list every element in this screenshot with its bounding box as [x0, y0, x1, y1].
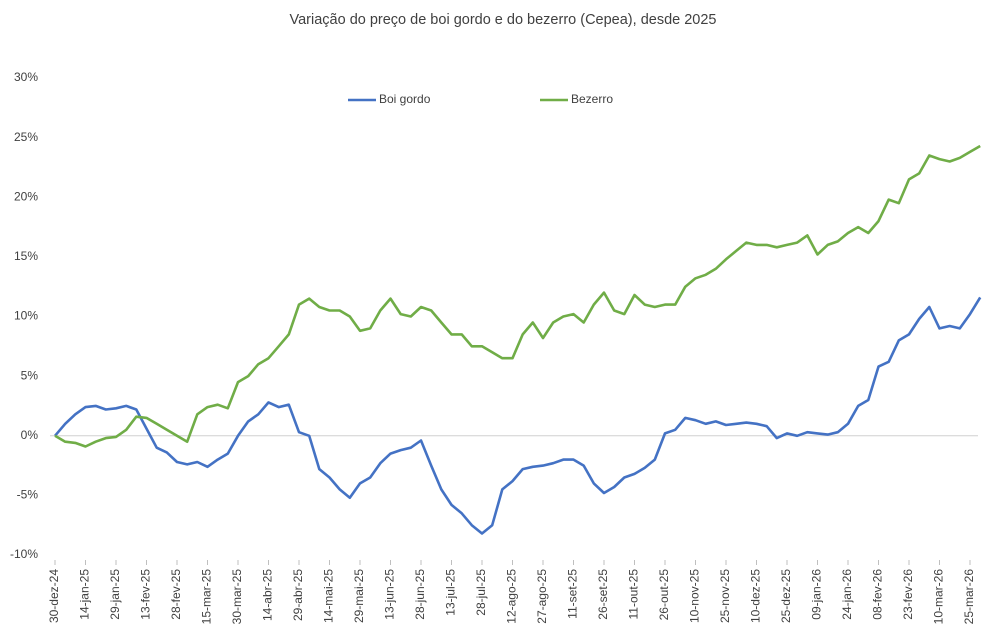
legend-label: Bezerro	[571, 92, 613, 106]
x-tick-label: 25-dez-25	[779, 569, 793, 623]
x-tick-label: 25-mar-26	[962, 569, 976, 625]
x-tick-label: 14-jan-25	[78, 569, 92, 620]
y-tick-label: 15%	[14, 249, 38, 263]
y-tick-label: -10%	[10, 547, 38, 561]
series-line	[54, 296, 982, 535]
x-tick-label: 10-dez-25	[749, 569, 763, 623]
x-tick-label: 15-mar-25	[200, 569, 214, 625]
x-tick-label: 11-set-25	[566, 569, 580, 619]
x-tick-label: 30-mar-25	[230, 569, 244, 625]
series-line	[54, 144, 981, 448]
y-tick-label: 5%	[21, 368, 39, 382]
x-tick-label: 08-fev-26	[871, 569, 885, 620]
x-tick-label: 28-fev-25	[169, 569, 183, 620]
x-tick-label: 11-out-25	[627, 569, 641, 620]
x-tick-label: 24-jan-26	[840, 569, 854, 620]
chart-title: Variação do preço de boi gordo e do beze…	[290, 12, 717, 28]
x-tick-label: 29-jan-25	[108, 569, 122, 620]
x-tick-label: 10-nov-25	[688, 569, 702, 623]
x-tick-label: 27-ago-25	[535, 569, 549, 624]
x-tick-label: 12-ago-25	[505, 569, 519, 624]
x-tick-label: 09-jan-26	[810, 569, 824, 620]
y-tick-label: 10%	[14, 309, 38, 323]
y-tick-label: 20%	[14, 189, 38, 203]
x-tick-label: 13-jul-25	[444, 569, 458, 616]
x-tick-label: 28-jun-25	[413, 569, 427, 620]
x-tick-label: 23-fev-26	[901, 569, 915, 620]
y-tick-label: -5%	[17, 488, 39, 502]
legend-label: Boi gordo	[379, 92, 431, 106]
x-tick-label: 10-mar-26	[932, 569, 946, 625]
x-tick-label: 13-fev-25	[139, 569, 153, 620]
y-tick-label: 30%	[14, 70, 38, 84]
x-tick-label: 13-jun-25	[383, 569, 397, 620]
x-tick-label: 14-mai-25	[322, 569, 336, 623]
y-tick-label: 25%	[14, 130, 38, 144]
x-tick-label: 28-jul-25	[474, 569, 488, 616]
x-tick-label: 14-abr-25	[261, 569, 275, 621]
y-tick-label: 0%	[21, 428, 39, 442]
x-tick-label: 29-mai-25	[352, 569, 366, 623]
x-tick-label: 29-abr-25	[291, 569, 305, 621]
x-tick-label: 26-set-25	[596, 569, 610, 620]
x-tick-label: 26-out-25	[657, 569, 671, 621]
x-tick-label: 30-dez-24	[47, 569, 61, 623]
x-tick-label: 25-nov-25	[718, 569, 732, 623]
